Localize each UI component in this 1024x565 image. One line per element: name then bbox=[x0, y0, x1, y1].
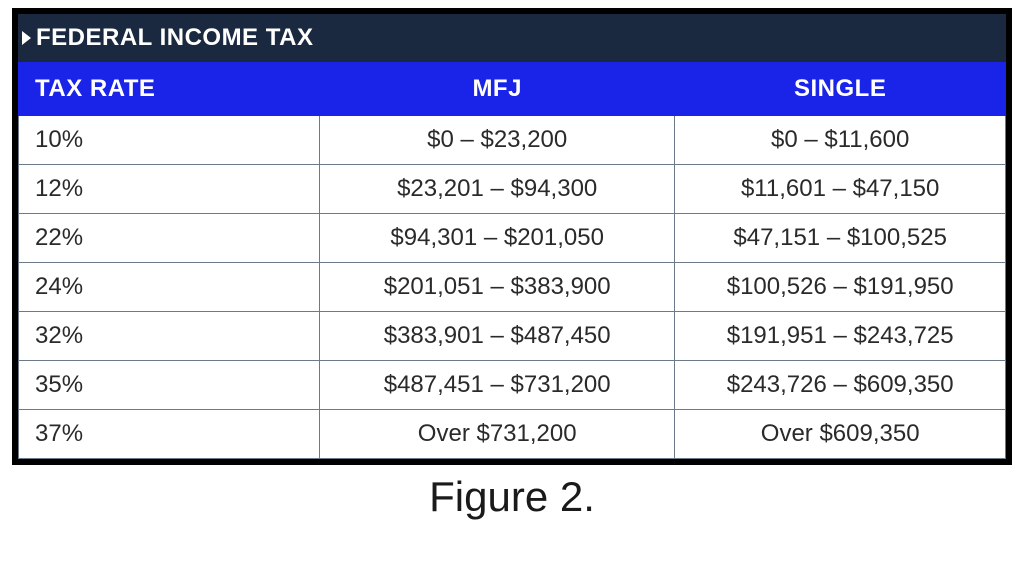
column-header-single: SINGLE bbox=[675, 63, 1006, 116]
cell-single: Over $609,350 bbox=[675, 410, 1006, 459]
cell-single: $243,726 – $609,350 bbox=[675, 361, 1006, 410]
column-header-rate: TAX RATE bbox=[19, 63, 320, 116]
cell-rate: 24% bbox=[19, 263, 320, 312]
cell-mfj: $383,901 – $487,450 bbox=[320, 312, 675, 361]
cell-rate: 32% bbox=[19, 312, 320, 361]
table-row: 37% Over $731,200 Over $609,350 bbox=[19, 410, 1006, 459]
table-row: 32% $383,901 – $487,450 $191,951 – $243,… bbox=[19, 312, 1006, 361]
cell-rate: 35% bbox=[19, 361, 320, 410]
table-row: 12% $23,201 – $94,300 $11,601 – $47,150 bbox=[19, 165, 1006, 214]
table-row: 22% $94,301 – $201,050 $47,151 – $100,52… bbox=[19, 214, 1006, 263]
table-row: 35% $487,451 – $731,200 $243,726 – $609,… bbox=[19, 361, 1006, 410]
tax-table: TAX RATE MFJ SINGLE 10% $0 – $23,200 $0 … bbox=[18, 62, 1006, 459]
cell-mfj: $487,451 – $731,200 bbox=[320, 361, 675, 410]
table-header-row: TAX RATE MFJ SINGLE bbox=[19, 63, 1006, 116]
column-header-mfj: MFJ bbox=[320, 63, 675, 116]
table-row: 24% $201,051 – $383,900 $100,526 – $191,… bbox=[19, 263, 1006, 312]
cell-rate: 12% bbox=[19, 165, 320, 214]
cell-mfj: $201,051 – $383,900 bbox=[320, 263, 675, 312]
cell-rate: 37% bbox=[19, 410, 320, 459]
cell-mfj: Over $731,200 bbox=[320, 410, 675, 459]
cell-single: $0 – $11,600 bbox=[675, 116, 1006, 165]
cell-mfj: $94,301 – $201,050 bbox=[320, 214, 675, 263]
cell-single: $191,951 – $243,725 bbox=[675, 312, 1006, 361]
cell-single: $47,151 – $100,525 bbox=[675, 214, 1006, 263]
figure-caption: Figure 2. bbox=[12, 473, 1012, 521]
cell-rate: 10% bbox=[19, 116, 320, 165]
cell-rate: 22% bbox=[19, 214, 320, 263]
table-title-bar: FEDERAL INCOME TAX bbox=[18, 14, 1006, 62]
table-title: FEDERAL INCOME TAX bbox=[36, 24, 313, 51]
cell-single: $11,601 – $47,150 bbox=[675, 165, 1006, 214]
cell-single: $100,526 – $191,950 bbox=[675, 263, 1006, 312]
table-row: 10% $0 – $23,200 $0 – $11,600 bbox=[19, 116, 1006, 165]
cell-mfj: $23,201 – $94,300 bbox=[320, 165, 675, 214]
cell-mfj: $0 – $23,200 bbox=[320, 116, 675, 165]
tax-table-container: FEDERAL INCOME TAX TAX RATE MFJ SINGLE 1… bbox=[12, 8, 1012, 465]
